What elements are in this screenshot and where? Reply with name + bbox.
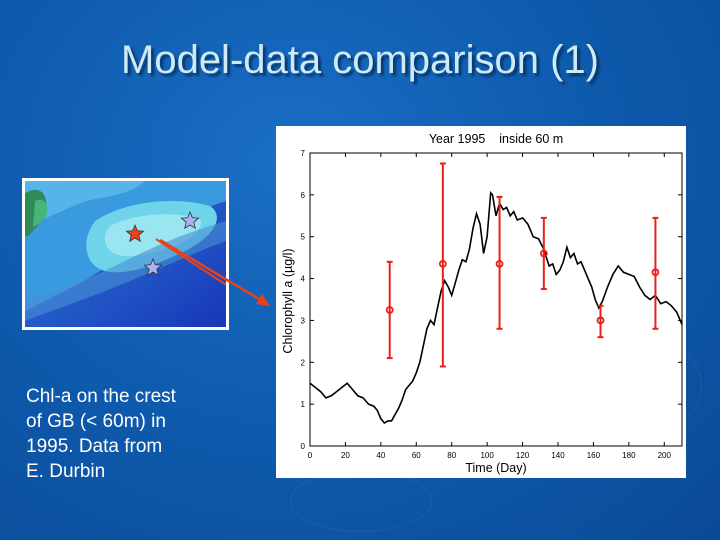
y-tick-label: 0 <box>301 442 306 451</box>
model-series-line <box>309 190 683 425</box>
y-tick-label: 1 <box>301 400 306 409</box>
slide-title: Model-data comparison (1) <box>121 38 599 82</box>
star-marker-station-2 <box>180 210 200 230</box>
chart-title: Year 1995 inside 60 m <box>429 132 563 146</box>
caption-line: 1995. Data from <box>26 436 163 457</box>
obs-point <box>539 249 548 258</box>
y-axis-label: Chlorophyll a (µg/l) <box>281 248 295 353</box>
obs-point <box>385 306 394 314</box>
caption-line: E. Durbin <box>26 461 106 482</box>
x-tick-label: 140 <box>551 451 565 460</box>
y-tick-label: 4 <box>301 275 306 284</box>
x-tick-label: 60 <box>412 451 421 460</box>
star-marker-station-1 <box>125 223 145 243</box>
background-ripple <box>290 470 432 532</box>
obs-point <box>495 260 504 268</box>
x-tick-label: 200 <box>658 451 672 460</box>
x-tick-label: 160 <box>587 451 601 460</box>
x-tick-label: 40 <box>376 451 385 460</box>
y-tick-label: 2 <box>301 358 306 367</box>
chlorophyll-chart: Year 1995 inside 60 m Time (Day) Chlorop… <box>276 126 686 478</box>
obs-point <box>651 268 660 277</box>
x-tick-label: 120 <box>516 451 530 460</box>
caption-line: of GB (< 60m) in <box>26 411 166 432</box>
plot-frame <box>309 152 683 447</box>
slide-caption: Chl-a on the crest of GB (< 60m) in 1995… <box>26 384 266 484</box>
y-tick-label: 7 <box>301 149 306 158</box>
georges-bank-map <box>22 178 229 330</box>
y-tick-label: 3 <box>301 316 306 325</box>
x-tick-label: 20 <box>341 451 350 460</box>
caption-line: Chl-a on the crest <box>26 386 176 407</box>
y-tick-label: 5 <box>301 233 306 242</box>
chart-svg: Year 1995 inside 60 m Time (Day) Chlorop… <box>281 132 683 475</box>
obs-point <box>438 260 447 268</box>
y-tick-label: 6 <box>301 191 306 200</box>
station-stars <box>125 210 200 277</box>
x-tick-label: 100 <box>480 451 494 460</box>
x-axis-label: Time (Day) <box>465 461 526 475</box>
x-tick-label: 0 <box>308 451 313 460</box>
star-marker-station-3 <box>143 257 163 277</box>
x-tick-label: 80 <box>447 451 456 460</box>
obs-point <box>596 316 605 325</box>
x-tick-label: 180 <box>622 451 636 460</box>
